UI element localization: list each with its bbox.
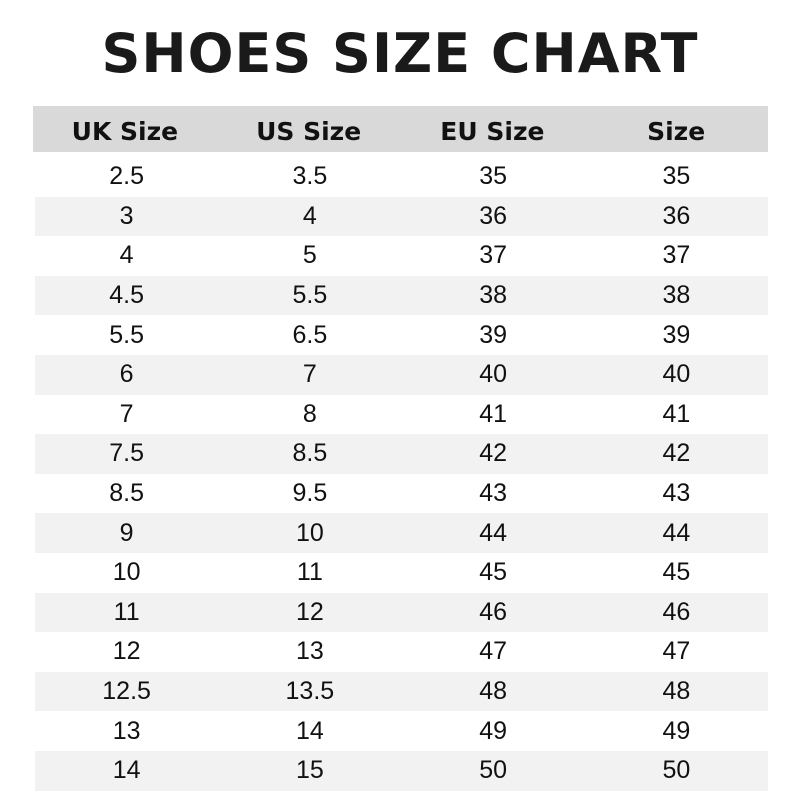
header-us-size: US Size xyxy=(256,116,362,146)
cell-uk: 13 xyxy=(112,716,141,745)
table-row: 8.5 9.5 43 43 xyxy=(35,474,768,514)
cell-eu: 47 xyxy=(479,637,508,666)
cell-eu: 37 xyxy=(479,241,508,270)
table-row: 7.5 8.5 42 42 xyxy=(35,434,768,474)
cell-us: 14 xyxy=(295,716,324,745)
table-row: 11 12 46 46 xyxy=(35,592,768,633)
cell-us: 9.5 xyxy=(292,479,328,508)
cell-uk: 7.5 xyxy=(109,439,144,468)
header-eu-size: EU Size xyxy=(440,116,545,146)
cell-us: 10 xyxy=(295,518,324,547)
cell-uk: 7 xyxy=(119,399,134,428)
table-row: 3 4 36 36 xyxy=(35,196,768,237)
cell-us: 8 xyxy=(302,399,317,428)
cell-size: 39 xyxy=(662,320,691,349)
table-row: 7 8 41 41 xyxy=(35,395,768,435)
cell-size: 47 xyxy=(662,637,691,666)
table-row: 4 5 37 37 xyxy=(35,236,768,276)
cell-uk: 9 xyxy=(119,518,134,547)
size-chart-table: UK Size US Size EU Size Size 2.5 3.5 35 35 3… xyxy=(33,106,768,791)
table-row: 13 14 49 49 xyxy=(35,711,768,751)
cell-eu: 44 xyxy=(479,518,508,547)
cell-us: 5 xyxy=(302,241,317,270)
table-row: 4.5 5.5 38 38 xyxy=(35,275,768,316)
cell-size: 41 xyxy=(662,399,691,428)
cell-size: 35 xyxy=(662,162,691,191)
cell-size: 43 xyxy=(662,479,691,508)
table-row: 14 15 50 50 xyxy=(35,750,768,791)
header-uk-size: UK Size xyxy=(71,116,179,146)
page-title: SHOES SIZE CHART xyxy=(101,22,699,85)
cell-size: 38 xyxy=(662,281,691,310)
cell-eu: 45 xyxy=(479,558,508,587)
cell-uk: 4 xyxy=(119,241,134,270)
cell-eu: 42 xyxy=(479,439,508,468)
cell-uk: 5.5 xyxy=(109,320,144,349)
table-row: 2.5 3.5 35 35 xyxy=(35,157,768,197)
cell-eu: 36 xyxy=(479,201,508,230)
cell-eu: 50 xyxy=(479,756,508,785)
cell-eu: 46 xyxy=(479,597,508,626)
cell-eu: 49 xyxy=(479,716,508,745)
cell-size: 40 xyxy=(662,360,691,389)
cell-uk: 11 xyxy=(113,597,140,626)
header-size: Size xyxy=(647,116,706,146)
cell-eu: 38 xyxy=(479,281,508,310)
cell-us: 12 xyxy=(295,597,324,626)
cell-eu: 41 xyxy=(479,399,508,428)
cell-eu: 40 xyxy=(479,360,508,389)
cell-us: 13 xyxy=(295,637,324,666)
cell-us: 5.5 xyxy=(292,281,328,310)
cell-size: 46 xyxy=(662,597,691,626)
cell-us: 13.5 xyxy=(285,677,335,706)
cell-uk: 12 xyxy=(112,637,141,666)
table-row: 6 7 40 40 xyxy=(35,354,768,395)
cell-uk: 14 xyxy=(112,756,141,785)
cell-us: 11 xyxy=(296,558,323,587)
table-row: 10 11 45 45 xyxy=(35,553,768,593)
cell-eu: 48 xyxy=(479,677,508,706)
cell-uk: 4.5 xyxy=(109,281,144,310)
cell-us: 7 xyxy=(302,360,317,389)
cell-size: 49 xyxy=(662,716,691,745)
cell-us: 4 xyxy=(302,201,317,230)
cell-size: 42 xyxy=(662,439,691,468)
cell-size: 48 xyxy=(662,677,691,706)
table-body: 2.5 3.5 35 35 3 4 36 36 4 5 37 37 4.5 5.5 38 38 5.5 6.5 39… xyxy=(33,152,768,791)
cell-uk: 10 xyxy=(112,558,141,587)
cell-us: 6.5 xyxy=(292,320,328,349)
cell-uk: 2.5 xyxy=(109,162,144,191)
table-row: 9 10 44 44 xyxy=(35,513,768,553)
table-header: UK Size US Size EU Size Size xyxy=(33,106,768,152)
cell-size: 37 xyxy=(662,241,691,270)
cell-eu: 35 xyxy=(479,162,508,191)
cell-uk: 8.5 xyxy=(109,479,144,508)
cell-size: 45 xyxy=(662,558,691,587)
cell-uk: 6 xyxy=(119,360,134,389)
cell-us: 3.5 xyxy=(292,162,328,191)
cell-size: 44 xyxy=(662,518,691,547)
cell-us: 15 xyxy=(295,756,324,785)
cell-size: 36 xyxy=(662,201,691,230)
cell-eu: 43 xyxy=(479,479,508,508)
table-row: 12.5 13.5 48 48 xyxy=(35,671,768,712)
cell-eu: 39 xyxy=(479,320,508,349)
table-row: 5.5 6.5 39 39 xyxy=(35,315,768,355)
cell-uk: 12.5 xyxy=(102,677,151,706)
cell-size: 50 xyxy=(662,756,691,785)
table-row: 12 13 47 47 xyxy=(35,632,768,672)
cell-uk: 3 xyxy=(119,201,134,230)
cell-us: 8.5 xyxy=(292,439,328,468)
